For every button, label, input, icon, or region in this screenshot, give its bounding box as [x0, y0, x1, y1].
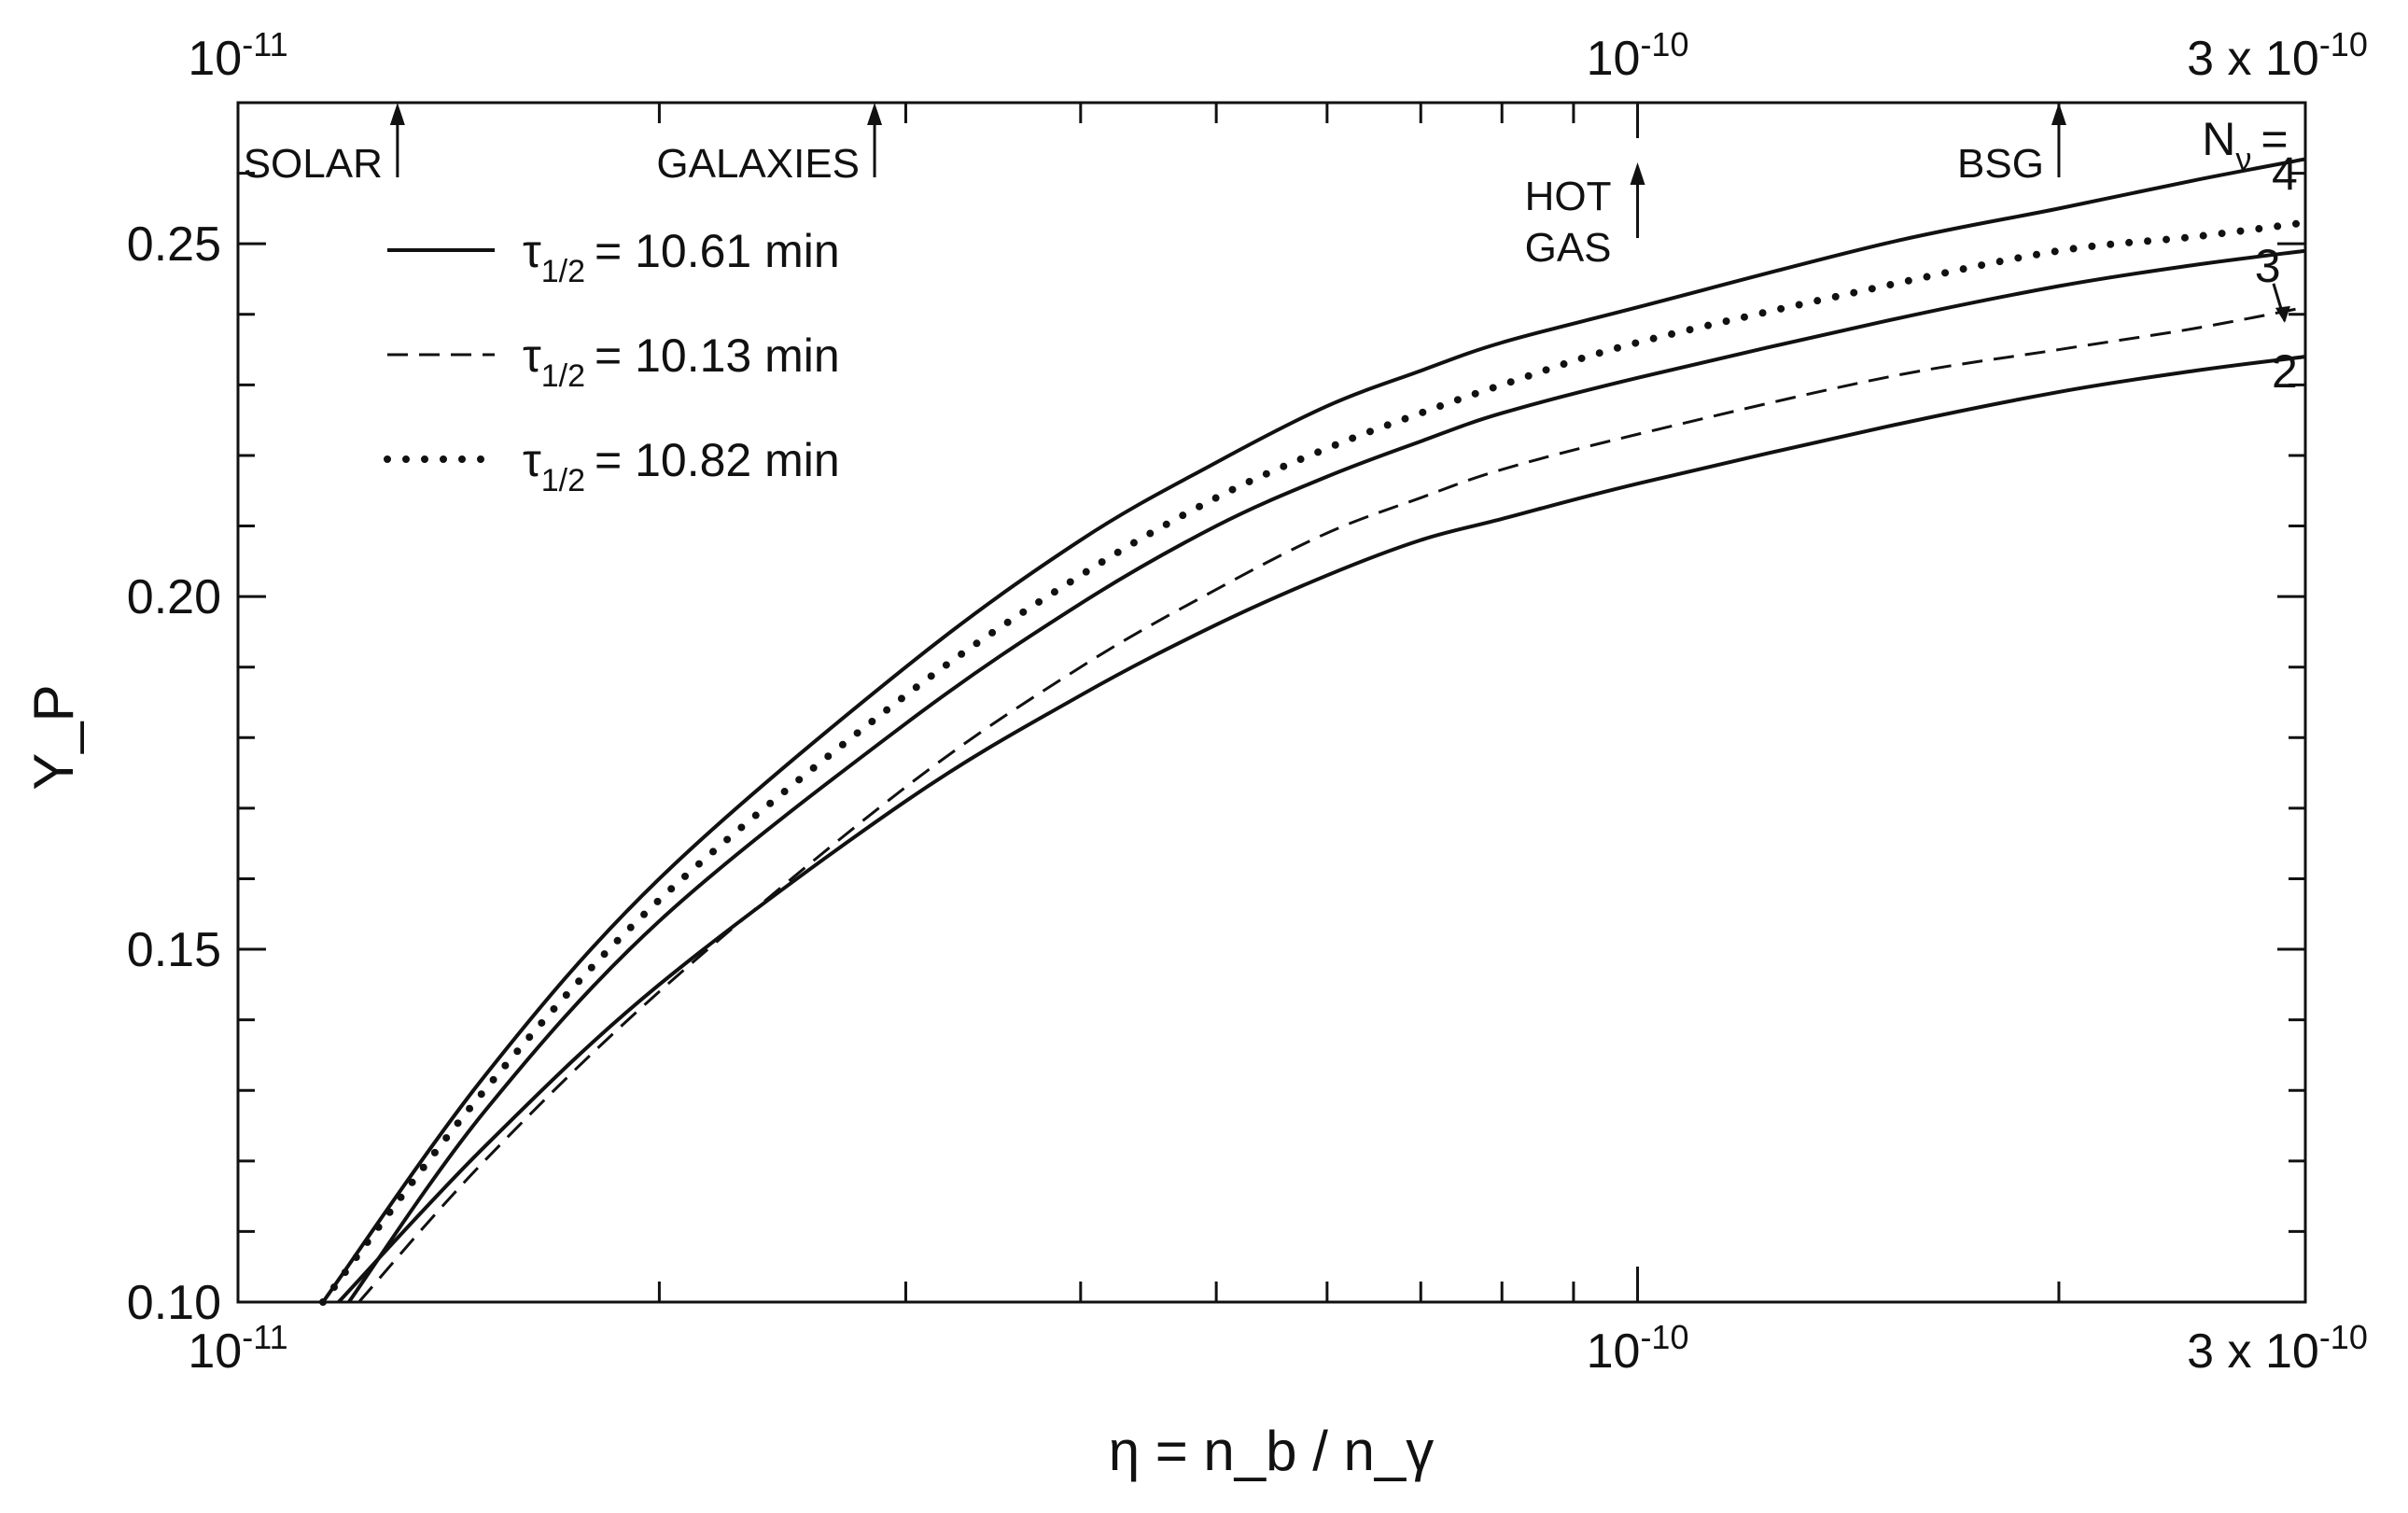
curve-3-arrow-head	[2275, 305, 2290, 323]
x-tick-label-top: 10-10	[1587, 25, 1689, 86]
legend-entry: τ1/2 = 10.82 min	[523, 434, 840, 498]
x-tick-label-bottom: 3 x 10-10	[2187, 1318, 2368, 1379]
annotation-label: GAS	[1525, 225, 1612, 271]
plot-frame	[236, 101, 2307, 1304]
x-axis-title: η = n_b / n_γ	[1109, 1420, 1435, 1482]
series-line-dotted	[319, 218, 2309, 1306]
legend-entry: τ1/2 = 10.61 min	[523, 225, 840, 289]
annotations: SOLAR GALAXIES HOT GAS BSG	[244, 103, 2066, 271]
x-tick-label-bottom: 10-11	[188, 1318, 287, 1379]
y-tick-label: 0.25	[127, 217, 221, 272]
annotation-arrowhead	[389, 103, 405, 125]
annotation-label: BSG	[1957, 141, 2044, 187]
series-line-solid	[347, 248, 2306, 1304]
annotation-label: HOT	[1525, 174, 1612, 219]
y-tick-label: 0.10	[127, 1276, 221, 1330]
legend-entry: τ1/2 = 10.13 min	[523, 329, 840, 394]
curve-label: 4	[2272, 148, 2298, 201]
tick-labels: 10-11 10-11 10-10 10-10 3 x 10-10 3 x 10-10 0.…	[127, 25, 2368, 1379]
annotation-arrowhead	[867, 103, 883, 125]
series-line-solid	[321, 157, 2306, 1304]
x-tick-label-bottom: 10-10	[1587, 1318, 1689, 1379]
x-tick-label-top: 10-11	[188, 25, 287, 86]
y-axis-title: Y_P	[22, 684, 85, 790]
curve-label: 3	[2255, 240, 2281, 292]
legend: τ1/2 = 10.61 min τ1/2 = 10.13 min τ1/2 = 10.8…	[384, 225, 840, 498]
annotation-label: GALAXIES	[656, 141, 860, 187]
series-lines	[319, 157, 2309, 1306]
y-tick-label: 0.20	[127, 570, 221, 624]
n-nu-label: Nν =	[2202, 113, 2288, 177]
series-line-dashed	[357, 305, 2306, 1303]
series-line-solid	[337, 355, 2306, 1304]
curve-label: 2	[2272, 345, 2298, 398]
x-tick-label-top: 3 x 10-10	[2187, 25, 2368, 86]
annotation-arrowhead	[2051, 103, 2066, 125]
y-tick-label: 0.15	[127, 923, 221, 977]
annotation-label: SOLAR	[244, 141, 383, 187]
annotation-arrowhead	[1630, 162, 1645, 185]
